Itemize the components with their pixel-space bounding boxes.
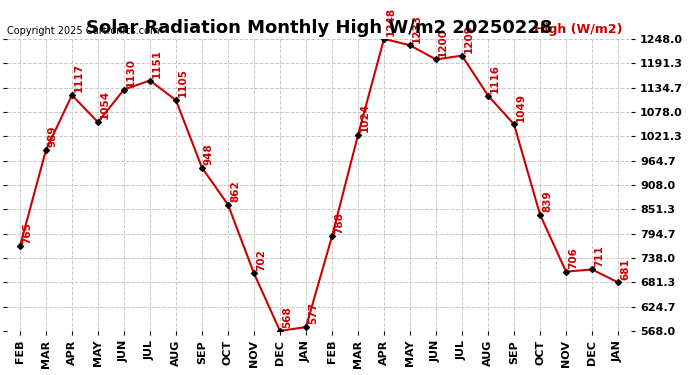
Text: 862: 862 (230, 180, 240, 202)
Text: 681: 681 (620, 258, 630, 280)
Text: 1024: 1024 (360, 103, 370, 132)
Text: 1248: 1248 (386, 7, 396, 36)
Text: Copyright 2025 Curtronics.com: Copyright 2025 Curtronics.com (7, 26, 159, 36)
Text: 839: 839 (542, 190, 552, 212)
Title: Solar Radiation Monthly High W/m2 20250228: Solar Radiation Monthly High W/m2 202502… (86, 19, 552, 37)
Text: 1054: 1054 (100, 90, 110, 119)
Text: 1233: 1233 (412, 13, 422, 42)
Text: 706: 706 (568, 247, 578, 269)
Text: 568: 568 (282, 306, 292, 328)
Text: 711: 711 (594, 245, 604, 267)
Text: 1049: 1049 (516, 93, 526, 122)
Text: 702: 702 (256, 249, 266, 271)
Text: 1200: 1200 (438, 28, 448, 57)
Text: 1209: 1209 (464, 24, 474, 53)
Text: 1105: 1105 (178, 69, 188, 98)
Text: High (W/m2): High (W/m2) (534, 23, 623, 36)
Text: 948: 948 (204, 143, 214, 165)
Text: 1151: 1151 (152, 49, 162, 78)
Text: 1117: 1117 (74, 63, 84, 92)
Text: 1116: 1116 (490, 64, 500, 93)
Text: 788: 788 (334, 212, 344, 234)
Text: 989: 989 (48, 126, 58, 147)
Text: 765: 765 (22, 222, 32, 243)
Text: 577: 577 (308, 302, 318, 324)
Text: 1130: 1130 (126, 58, 136, 87)
